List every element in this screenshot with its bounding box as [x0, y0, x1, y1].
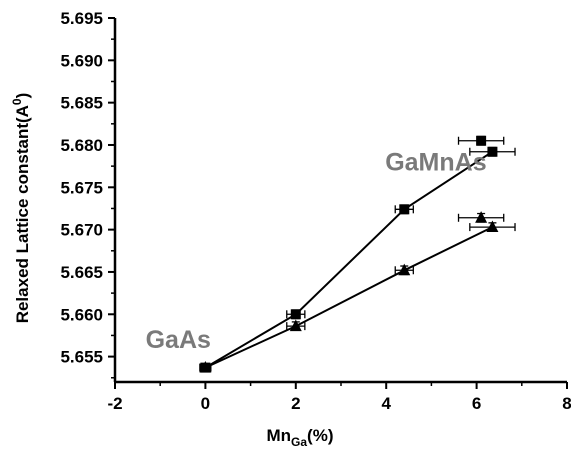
square-marker — [290, 309, 301, 320]
triangle-marker — [398, 263, 411, 276]
triangle-marker — [486, 220, 499, 233]
x-tick-label: -2 — [107, 394, 122, 413]
annotation-gaas: GaAs — [146, 326, 211, 354]
triangle-marker — [289, 319, 302, 332]
triangle-marker — [475, 211, 488, 223]
data-markers — [199, 135, 499, 373]
x-tick-label: 2 — [291, 394, 300, 413]
y-tick-label: 5.655 — [60, 348, 103, 367]
x-tick-label: 6 — [472, 394, 481, 413]
square-marker — [476, 135, 487, 146]
x-tick-label: 8 — [562, 394, 571, 413]
y-tick-label: 5.665 — [60, 263, 103, 282]
series-line — [204, 150, 493, 369]
series-lines — [204, 150, 493, 369]
y-tick-label: 5.675 — [60, 178, 103, 197]
square-marker — [487, 146, 498, 157]
annotations: GaMnAs GaAs — [146, 148, 487, 354]
y-tick-label: 5.670 — [60, 221, 103, 240]
x-tick-label: 4 — [381, 394, 391, 413]
square-marker — [399, 204, 410, 215]
y-axis-title: Relaxed Lattice constant(A0) — [10, 93, 32, 324]
axes: -2 0 2 4 6 8 5.655 5.660 5.665 5.670 5.675 5.680 5.6… — [60, 9, 571, 413]
y-tick-label: 5.695 — [60, 9, 103, 28]
y-tick-label: 5.685 — [60, 94, 103, 113]
y-tick-label: 5.680 — [60, 136, 103, 155]
annotation-gamnas: GaMnAs — [385, 148, 486, 176]
y-tick-label: 5.690 — [60, 51, 103, 70]
series-line — [204, 226, 493, 369]
x-axis-title: MnGa(%) — [266, 426, 333, 449]
x-tick-label: 0 — [201, 394, 210, 413]
triangle-marker — [199, 361, 212, 373]
y-tick-label: 5.660 — [60, 305, 103, 324]
